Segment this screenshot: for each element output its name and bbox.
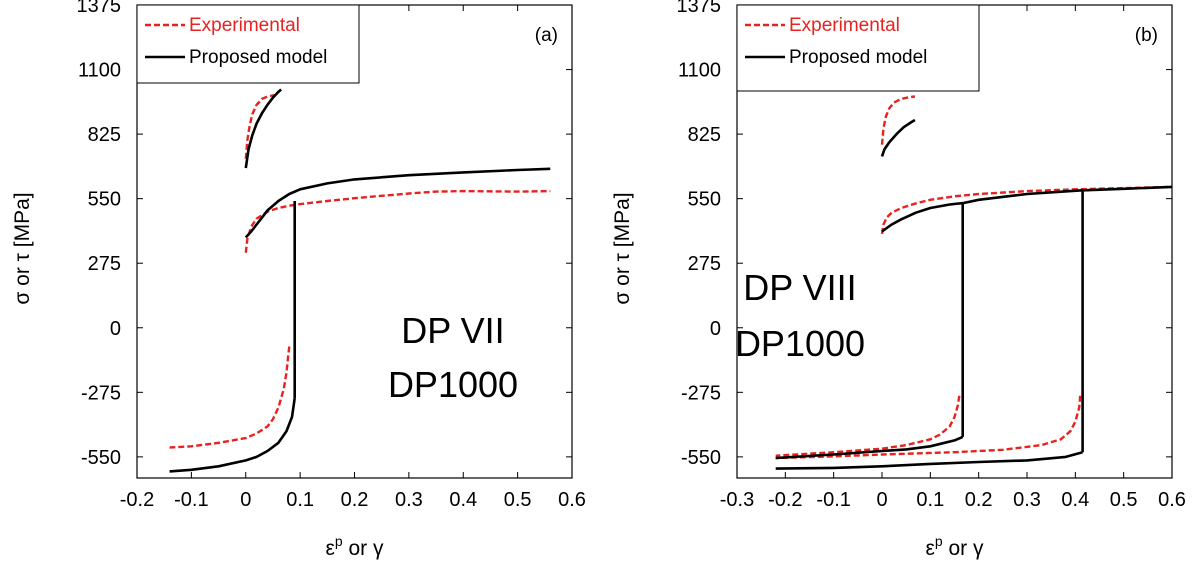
panel-b-series-experimental-line — [775, 395, 961, 457]
panel-b-label: (b) — [1135, 25, 1158, 46]
panel-a-series-experimental-line — [244, 189, 551, 253]
panel-a-series-model-line — [244, 88, 282, 169]
panel-b-xlabel: εp or γ — [925, 533, 984, 560]
panel-b-series-model-line — [880, 118, 916, 157]
panel-b-xtick-label: -0.2 — [768, 489, 802, 511]
panel-b-xtick-label: -0.3 — [720, 489, 754, 511]
panel-b-annotation: DP1000 — [735, 323, 865, 364]
panel-a-ytick-label: 0 — [110, 318, 121, 340]
panel-b-ytick-label: -550 — [681, 447, 721, 469]
panel-b-series-experimental-line — [775, 395, 1082, 460]
panel-b-xtick-label: -0.1 — [816, 489, 850, 511]
panel-a-xtick-label: 0.2 — [341, 489, 369, 511]
panel-a-annotation: DP1000 — [388, 364, 518, 405]
panel-b-series-experimental-line — [880, 185, 1173, 235]
panel-a-xtick-label: 0.3 — [395, 489, 423, 511]
panel-a-xtick-label: 0.6 — [558, 489, 586, 511]
panel-b-legend-label: Proposed model — [789, 47, 927, 68]
panel-a-ylabel: σ or τ [MPa] — [11, 192, 34, 304]
panel-a-legend-box — [136, 4, 360, 84]
panel-a-ytick-label: 1375 — [77, 0, 122, 17]
panel-b-xtick-label: 0.5 — [1110, 489, 1138, 511]
panel-b-xtick-label: 0.2 — [965, 489, 993, 511]
panel-a-legend-label: Proposed model — [189, 47, 327, 68]
panel-a-label: (a) — [535, 25, 558, 46]
panel-a-series-experimental-line — [169, 346, 291, 449]
panel-b: -0.3 -0.2 -0.1 0 0.1 0.2 0.3 0.4 0.5 0.6 -550 -275 0… — [611, 0, 1186, 560]
panel-a-ytick-label: 275 — [88, 253, 121, 275]
panel-b-xtick-label: 0.1 — [916, 489, 944, 511]
panel-b-legend-label: Experimental — [789, 15, 900, 36]
panel-b-xtick-label: 0.4 — [1061, 489, 1089, 511]
panel-b-legend: Experimental Proposed model — [736, 4, 980, 92]
panel-a-series-experimental-line — [244, 93, 278, 159]
panel-b-series-model-line — [775, 450, 1083, 470]
panel-a-legend: Experimental Proposed model — [136, 4, 360, 84]
panel-a-ytick-label: -275 — [81, 382, 121, 404]
panel-b-ytick-label: 825 — [688, 124, 721, 146]
panel-b-ytick-label: 0 — [710, 318, 721, 340]
panel-b-ytick-label: 1375 — [677, 0, 722, 17]
panel-b-ytick-label: 1100 — [678, 60, 721, 82]
panel-b-series-model-line — [775, 435, 964, 460]
panel-a-ytick-label: 550 — [88, 189, 121, 211]
panel-b-annotation: DP VIII — [743, 267, 856, 308]
panel-a-series-model-line — [244, 167, 551, 239]
panel-a-xlabel: εp or γ — [325, 533, 384, 560]
panel-b-legend-box — [736, 4, 980, 92]
panel-a-annotation: DP VII — [401, 310, 504, 351]
panel-a-xtick-label: 0.5 — [504, 489, 532, 511]
panel-a-xtick-label: 0 — [240, 489, 251, 511]
panel-a-series-model-line — [169, 398, 296, 473]
panel-b-xtick-label: 0.6 — [1158, 489, 1186, 511]
panel-a-ytick-label: -550 — [81, 447, 121, 469]
panel-a-ytick-label: 1100 — [78, 60, 121, 82]
panel-a-legend-label: Experimental — [189, 15, 300, 36]
panel-b-ytick-label: -275 — [681, 382, 721, 404]
panel-a-xtick-label: 0.4 — [449, 489, 477, 511]
panel-b-xtick-label: 0 — [876, 489, 887, 511]
panel-b-ytick-label: 275 — [688, 253, 721, 275]
panel-b-ytick-label: 550 — [688, 189, 721, 211]
panel-b-series-experimental-line — [880, 95, 916, 145]
panel-a-xtick-label: -0.2 — [120, 489, 154, 511]
panel-a: -0.2 -0.1 0 0.1 0.2 0.3 0.4 0.5 0.6 -550 -275 0 275 5… — [11, 0, 586, 560]
panel-a-xtick-label: 0.1 — [286, 489, 314, 511]
panel-b-xtick-label: 0.3 — [1013, 489, 1041, 511]
panel-b-series-model-line — [881, 185, 1173, 233]
panel-a-ytick-label: 825 — [88, 124, 121, 146]
panel-a-xtick-label: -0.1 — [174, 489, 208, 511]
panel-b-ylabel: σ or τ [MPa] — [611, 192, 634, 304]
